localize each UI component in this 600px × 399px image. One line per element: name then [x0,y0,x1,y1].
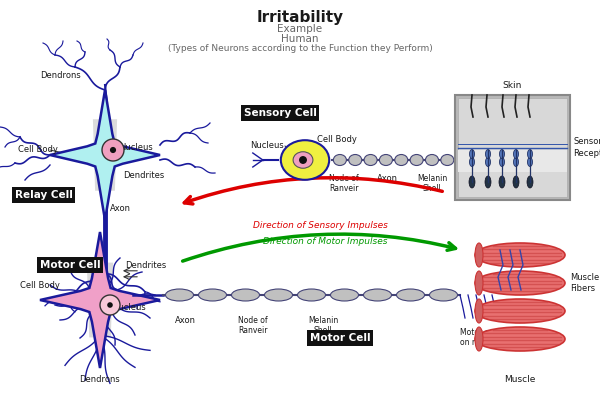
Text: Dendrons: Dendrons [40,71,81,79]
Text: Human: Human [281,34,319,44]
Circle shape [299,156,307,164]
Ellipse shape [166,289,194,301]
Text: Axon: Axon [110,204,131,213]
Ellipse shape [485,158,491,166]
Ellipse shape [425,154,439,166]
Text: Nucleus: Nucleus [112,304,146,312]
Circle shape [102,139,124,161]
Ellipse shape [430,289,458,301]
Ellipse shape [475,299,483,323]
Ellipse shape [475,271,483,295]
Text: Relay Cell: Relay Cell [15,190,73,200]
Ellipse shape [514,158,518,166]
Text: Melanin
Shell: Melanin Shell [308,316,338,336]
Ellipse shape [475,271,565,295]
Ellipse shape [298,289,326,301]
Text: Example: Example [277,24,323,34]
Ellipse shape [513,176,519,188]
Ellipse shape [331,289,359,301]
Text: Motor Cell: Motor Cell [40,260,101,270]
Ellipse shape [334,154,346,166]
Text: Direction of Sensory Impulses: Direction of Sensory Impulses [253,221,388,229]
Text: Dendrites: Dendrites [123,170,164,180]
Text: Axon: Axon [175,316,196,325]
Bar [458,150,567,172]
Ellipse shape [364,289,392,301]
Circle shape [110,147,116,153]
Ellipse shape [364,154,377,166]
Polygon shape [50,90,160,220]
Ellipse shape [379,154,392,166]
Ellipse shape [499,150,505,158]
Text: Dendrons: Dendrons [80,375,121,385]
Text: Nucleus: Nucleus [119,144,153,152]
Ellipse shape [265,289,293,301]
Ellipse shape [475,327,483,351]
Bar [455,95,570,200]
Text: Muscle: Muscle [505,375,536,384]
Ellipse shape [475,243,565,267]
Ellipse shape [199,289,227,301]
Text: Cell Body: Cell Body [18,146,58,154]
Text: Muscle
Fibers: Muscle Fibers [570,273,599,293]
Polygon shape [87,263,113,338]
Ellipse shape [410,154,423,166]
Bar [458,98,567,197]
Text: Node of
Ranveir: Node of Ranveir [238,316,268,336]
Polygon shape [93,119,117,191]
Ellipse shape [485,176,491,188]
Text: Sensory
Receptor: Sensory Receptor [573,137,600,158]
Ellipse shape [527,158,533,166]
Ellipse shape [470,150,475,158]
Text: Direction of Motor Impulses: Direction of Motor Impulses [263,237,387,247]
Ellipse shape [441,154,454,166]
Ellipse shape [470,158,475,166]
Text: Sensory Cell: Sensory Cell [244,108,316,118]
Text: Skin: Skin [503,81,522,90]
Ellipse shape [349,154,362,166]
Ellipse shape [397,289,425,301]
Text: Node of
Ranveir: Node of Ranveir [329,174,359,194]
Circle shape [100,295,120,315]
Ellipse shape [475,327,565,351]
Polygon shape [40,232,160,368]
Text: Cell Body: Cell Body [317,136,357,144]
Text: Dendrites: Dendrites [125,261,166,270]
Ellipse shape [469,176,475,188]
Text: Motor Cell: Motor Cell [310,333,370,343]
Ellipse shape [499,176,505,188]
Text: Melanin
Shell: Melanin Shell [417,174,448,194]
Text: Axon: Axon [377,174,398,183]
Ellipse shape [475,243,483,267]
Circle shape [107,302,113,308]
Ellipse shape [475,299,565,323]
Text: Motor endings
on muscle fibers: Motor endings on muscle fibers [460,328,523,348]
Ellipse shape [527,176,533,188]
Text: (Types of Neurons according to the Function they Perform): (Types of Neurons according to the Funct… [167,44,433,53]
Ellipse shape [281,140,329,180]
Text: Nucleus: Nucleus [250,142,284,150]
Ellipse shape [395,154,408,166]
Text: Cell Body: Cell Body [20,280,60,290]
Ellipse shape [293,152,313,168]
Ellipse shape [527,150,533,158]
Text: Irritability: Irritability [256,10,344,25]
Ellipse shape [499,158,505,166]
Ellipse shape [232,289,260,301]
Ellipse shape [514,150,518,158]
Ellipse shape [485,150,491,158]
